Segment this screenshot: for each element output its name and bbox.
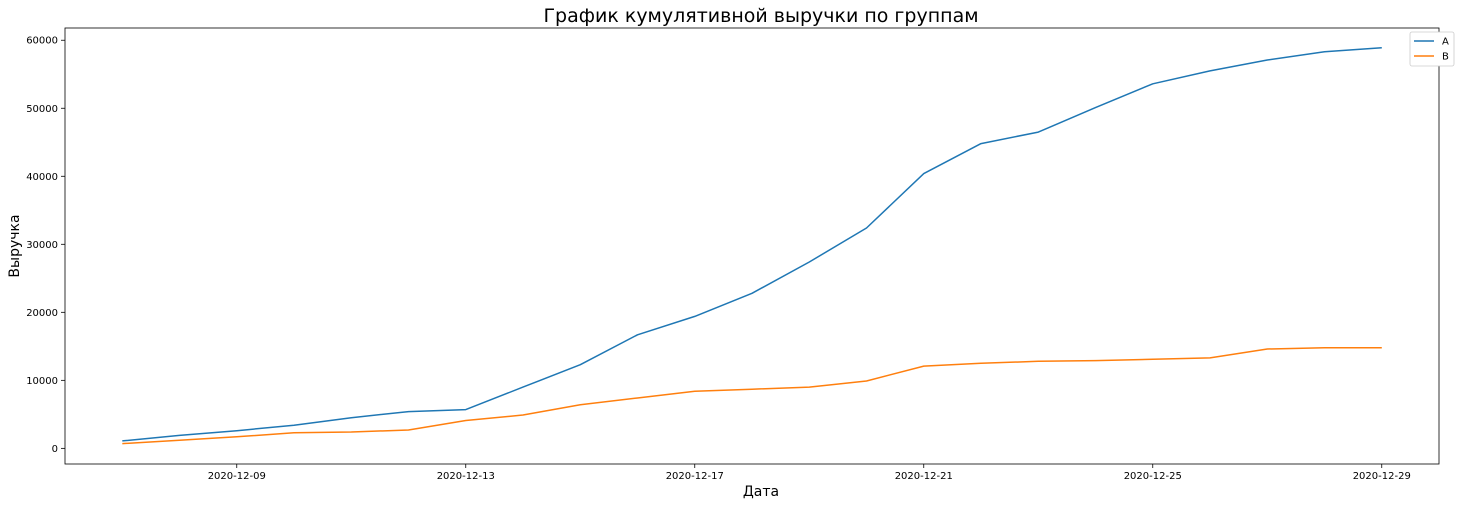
x-tick-label: 2020-12-25 — [1124, 471, 1182, 482]
x-tick-label: 2020-12-13 — [437, 471, 495, 482]
y-tick-label: 60000 — [26, 36, 58, 47]
chart-title: График кумулятивной выручки по группам — [543, 5, 978, 27]
y-tick-label: 0 — [52, 444, 58, 455]
y-axis: 0 10000 20000 30000 40000 50000 60000 — [26, 36, 65, 455]
x-tick-label: 2020-12-09 — [208, 471, 266, 482]
y-tick-label: 30000 — [26, 240, 58, 251]
plot-frame — [64, 27, 1440, 465]
x-axis: 2020-12-09 2020-12-13 2020-12-17 2020-12-21… — [208, 464, 1411, 482]
legend: AB — [1409, 31, 1455, 67]
series-line-b — [122, 346, 1382, 445]
legend-label-a: A — [1442, 37, 1449, 48]
x-tick-label: 2020-12-17 — [666, 471, 724, 482]
x-tick-label: 2020-12-21 — [895, 471, 953, 482]
y-tick-label: 10000 — [26, 376, 58, 387]
series-lines — [122, 46, 1382, 445]
legend-label-b: B — [1442, 52, 1449, 63]
series-line-a — [122, 46, 1382, 442]
y-axis-label: Выручка — [7, 214, 23, 277]
y-tick-label: 20000 — [26, 308, 58, 319]
y-tick-label: 40000 — [26, 172, 58, 183]
x-axis-label: Дата — [743, 484, 779, 500]
x-tick-label: 2020-12-29 — [1353, 471, 1411, 482]
y-tick-label: 50000 — [26, 104, 58, 115]
